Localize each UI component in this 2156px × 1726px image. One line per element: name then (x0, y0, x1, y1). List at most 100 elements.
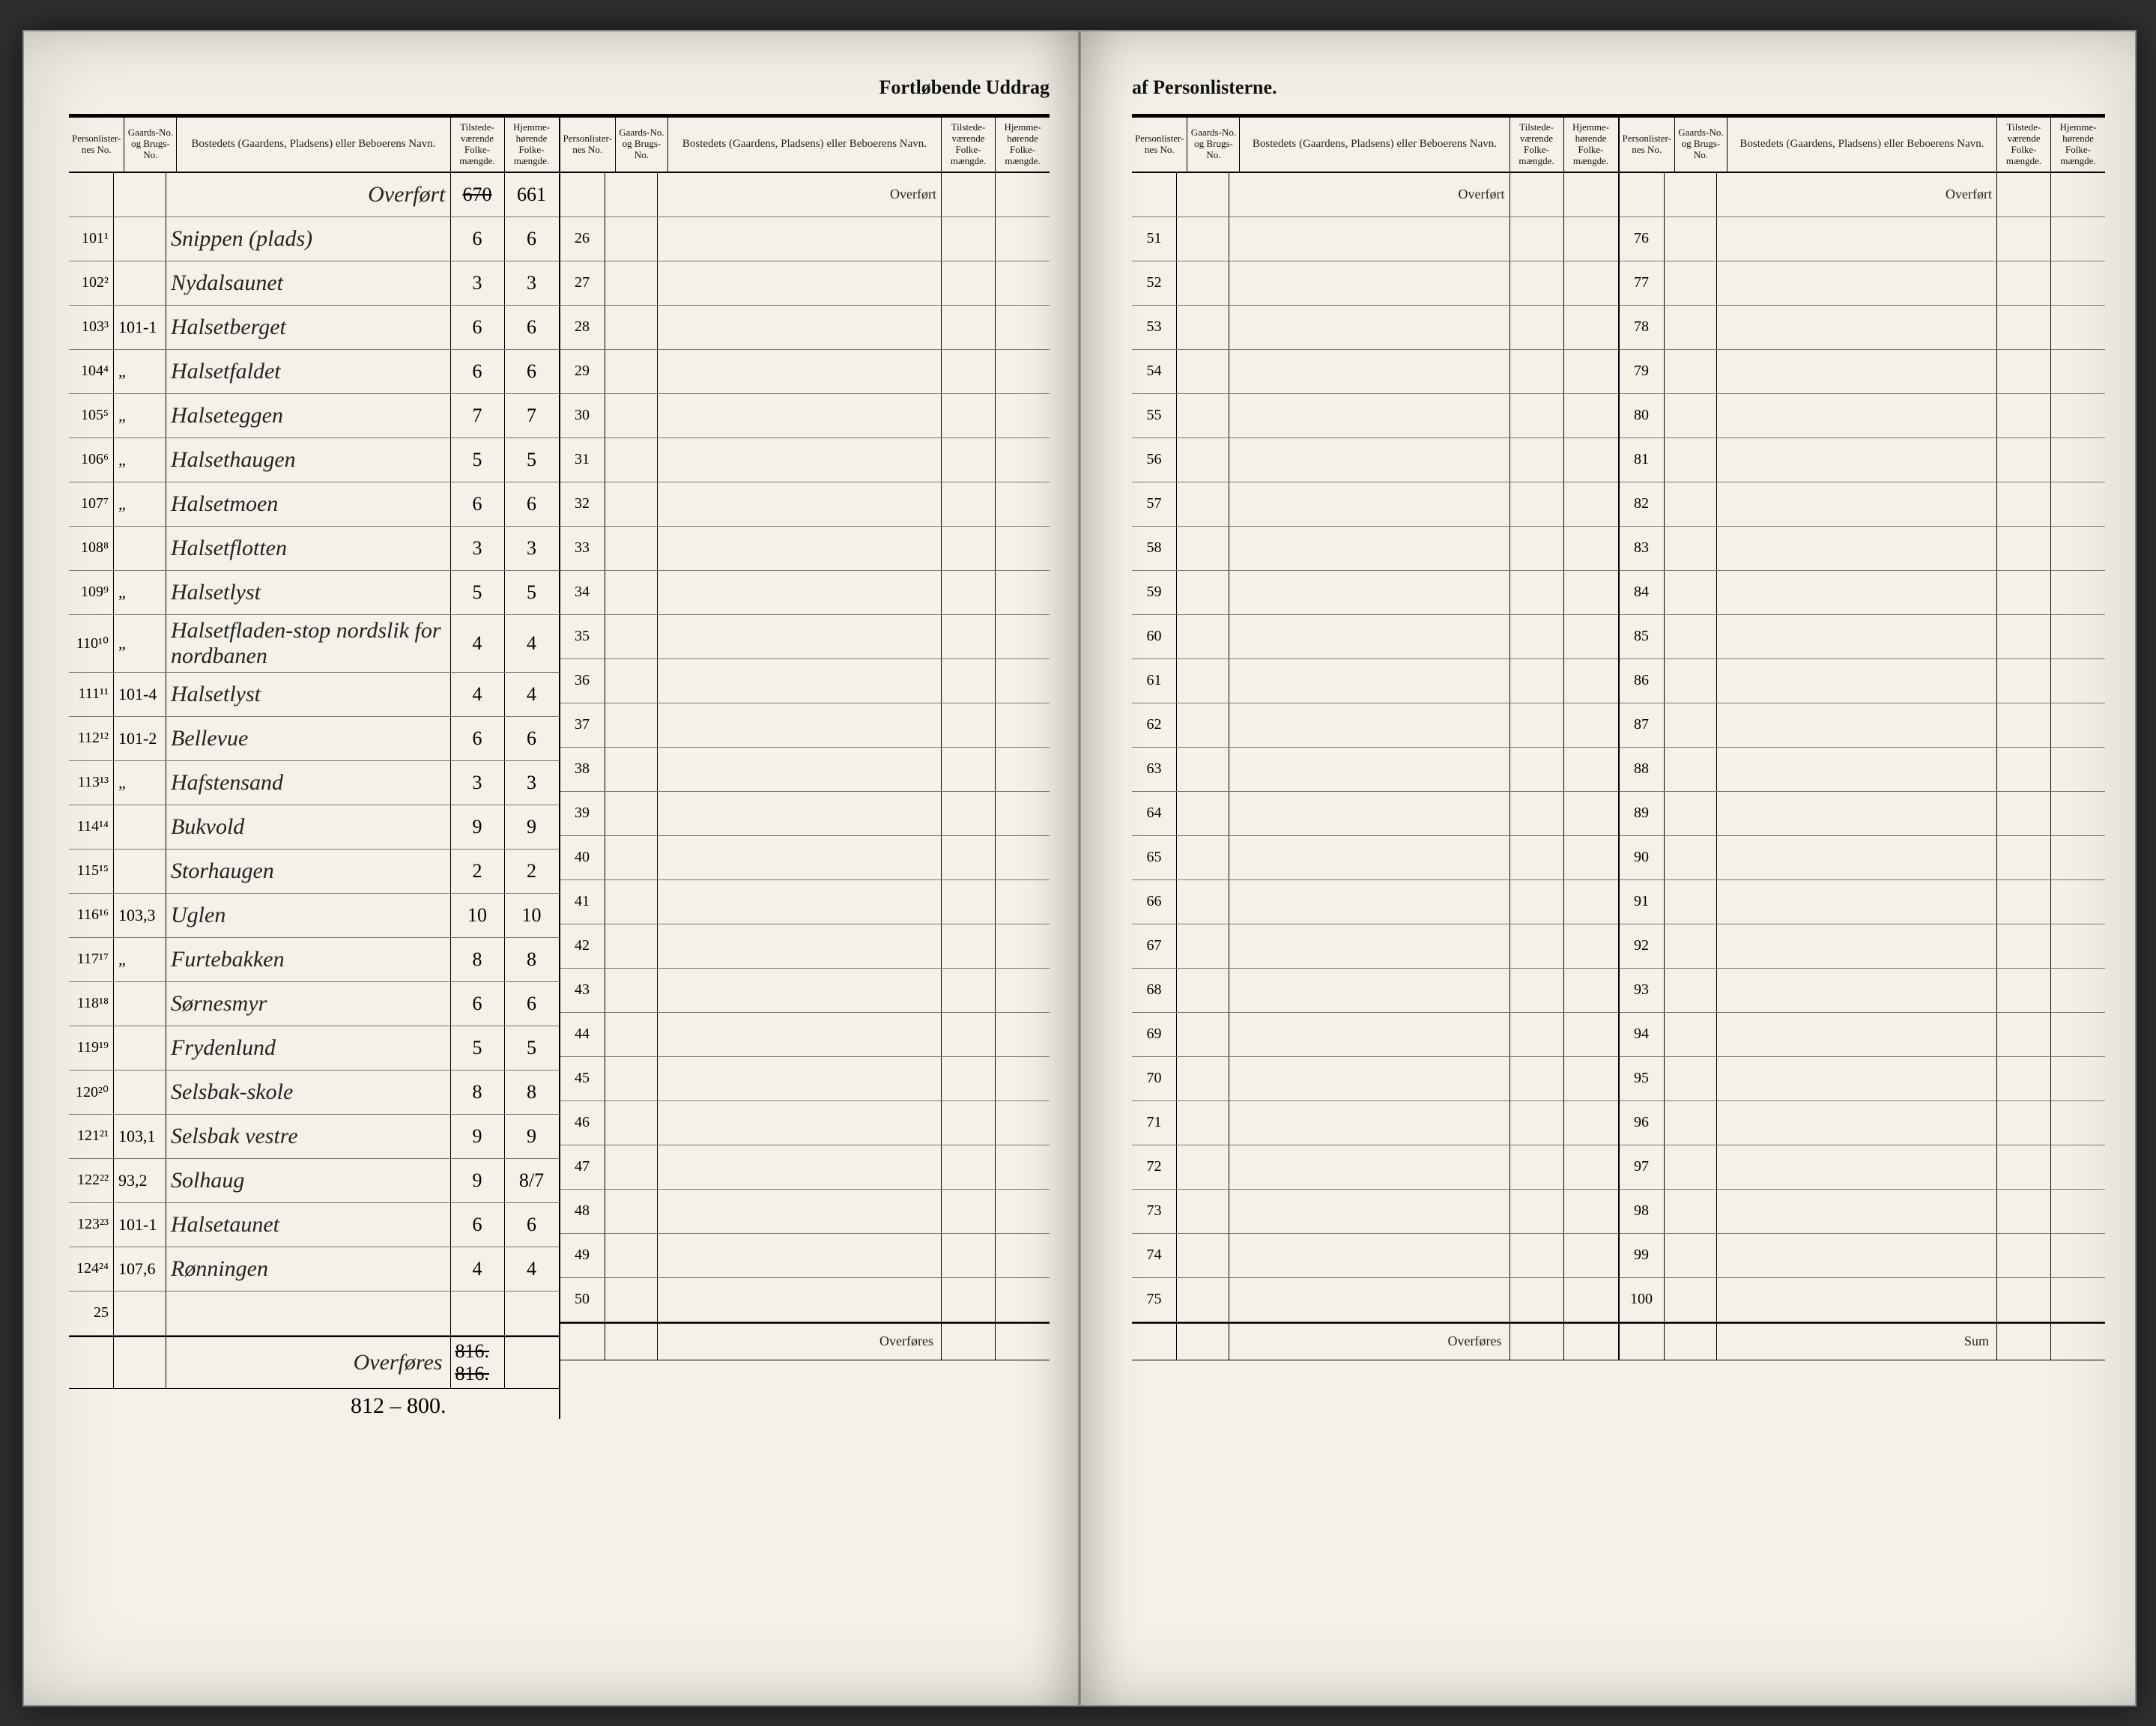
cell-pop2: 6 (505, 717, 559, 760)
table-row: 46 (560, 1101, 1050, 1145)
cell-gnr (114, 1026, 166, 1070)
cell-gnr: „ (114, 394, 166, 437)
cell-no: 44 (560, 1013, 605, 1056)
table-row: 111¹¹101-4Halsetlyst44 (69, 673, 559, 717)
cell-no: 119¹⁹ (69, 1026, 114, 1070)
table-row: 112¹²101-2Bellevue66 (69, 717, 559, 761)
table-row: 61 (1132, 659, 1618, 703)
cell-pop2: 6 (505, 350, 559, 393)
right-page-columns: Personlister-nes No. Gaards-No. og Brugs… (1132, 114, 2105, 1360)
table-row: 71 (1132, 1101, 1618, 1145)
hdr-gnr: Gaards-No. og Brugs-No. (124, 118, 177, 172)
cell-pop2: 5 (505, 438, 559, 482)
cell-no: 89 (1620, 792, 1665, 835)
cell-gnr: „ (114, 761, 166, 805)
table-row: 122²²93,2Solhaug98/7 (69, 1159, 559, 1203)
table-row: 106⁶„Halsethaugen55 (69, 438, 559, 482)
table-row: 44 (560, 1013, 1050, 1057)
table-row: 55 (1132, 394, 1618, 438)
cell-no: 107⁷ (69, 482, 114, 526)
left-page-columns: Personlister-nes No. Gaards-No. og Brugs… (69, 114, 1050, 1419)
cell-pop2: 8 (505, 938, 559, 981)
cell-name: Halsetlyst (166, 571, 451, 614)
table-row: 37 (560, 703, 1050, 748)
cell-pop2: 4 (505, 1247, 559, 1291)
table-row: 73 (1132, 1190, 1618, 1234)
cell-no: 70 (1132, 1057, 1177, 1100)
table-row: 56 (1132, 438, 1618, 482)
cell-pop2: 3 (505, 761, 559, 805)
table-row: 30 (560, 394, 1050, 438)
cell-pop1: 5 (451, 438, 505, 482)
cell-pop1: 7 (451, 394, 505, 437)
table-row: 83 (1620, 527, 2106, 571)
cell-pop1: 4 (451, 615, 505, 672)
cell-no: 47 (560, 1145, 605, 1189)
cell-no: 68 (1132, 969, 1177, 1012)
block-4: Personlister-nes No. Gaards-No. og Brugs… (1618, 114, 2106, 1360)
cell-no: 46 (560, 1101, 605, 1145)
cell-pop1: 3 (451, 761, 505, 805)
table-row: 104⁴„Halsetfaldet66 (69, 350, 559, 394)
cell-pop1: 9 (451, 1115, 505, 1158)
cell-no: 58 (1132, 527, 1177, 570)
cell-gnr (114, 805, 166, 849)
cell-gnr: „ (114, 350, 166, 393)
cell-no: 120²⁰ (69, 1071, 114, 1114)
table-row: 58 (1132, 527, 1618, 571)
cell-pop2: 4 (505, 615, 559, 672)
cell-gnr: 101-1 (114, 306, 166, 349)
running-title-right: af Personlisterne. (1132, 76, 1277, 99)
cell-no: 84 (1620, 571, 1665, 614)
cell-name: Uglen (166, 894, 451, 937)
table-row: 94 (1620, 1013, 2106, 1057)
cell-no: 114¹⁴ (69, 805, 114, 849)
cell-name: Nydalsaunet (166, 261, 451, 305)
table-row: 59 (1132, 571, 1618, 615)
cell-no: 112¹² (69, 717, 114, 760)
cell-pop2: 5 (505, 571, 559, 614)
cell-pop1 (451, 1292, 505, 1335)
table-row: 78 (1620, 306, 2106, 350)
table-row: 64 (1132, 792, 1618, 836)
cell-no: 108⁸ (69, 527, 114, 570)
cell-gnr (114, 217, 166, 261)
cell-pop1: 6 (451, 217, 505, 261)
table-row: 98 (1620, 1190, 2106, 1234)
carry-out-p1: 816. 816. (451, 1337, 505, 1388)
cell-gnr (114, 261, 166, 305)
table-row: 107⁷„Halsetmoen66 (69, 482, 559, 527)
scanner-bed: Fortløbende Uddrag Personlister-nes No. … (0, 0, 2156, 1726)
cell-no: 76 (1620, 217, 1665, 261)
table-row: 32 (560, 482, 1050, 527)
cell-gnr (114, 1071, 166, 1114)
cell-no: 36 (560, 659, 605, 703)
cell-no: 116¹⁶ (69, 894, 114, 937)
cell-no: 80 (1620, 394, 1665, 437)
cell-gnr: „ (114, 615, 166, 672)
cell-pop1: 5 (451, 1026, 505, 1070)
table-row: 27 (560, 261, 1050, 306)
cell-no: 51 (1132, 217, 1177, 261)
left-page: Fortløbende Uddrag Personlister-nes No. … (24, 31, 1079, 1705)
cell-pop2: 6 (505, 982, 559, 1026)
cell-no: 65 (1132, 836, 1177, 879)
table-row: 110¹⁰„Halsetfladen-stop nordslik for nor… (69, 615, 559, 673)
table-row: 92 (1620, 924, 2106, 969)
table-row: 91 (1620, 880, 2106, 924)
table-row: 123²³101-1Halsetaunet66 (69, 1203, 559, 1247)
cell-pop1: 6 (451, 982, 505, 1026)
cell-no: 82 (1620, 482, 1665, 526)
table-row: 60 (1132, 615, 1618, 659)
table-row: 50 (560, 1278, 1050, 1322)
cell-no: 33 (560, 527, 605, 570)
cell-no: 122²² (69, 1159, 114, 1202)
cell-name: Snippen (plads) (166, 217, 451, 261)
table-row: 62 (1132, 703, 1618, 748)
cell-gnr: 103,1 (114, 1115, 166, 1158)
cell-name: Frydenlund (166, 1026, 451, 1070)
cell-name: Halseteggen (166, 394, 451, 437)
cell-gnr: 101-4 (114, 673, 166, 716)
table-row: 88 (1620, 748, 2106, 792)
table-row: 77 (1620, 261, 2106, 306)
